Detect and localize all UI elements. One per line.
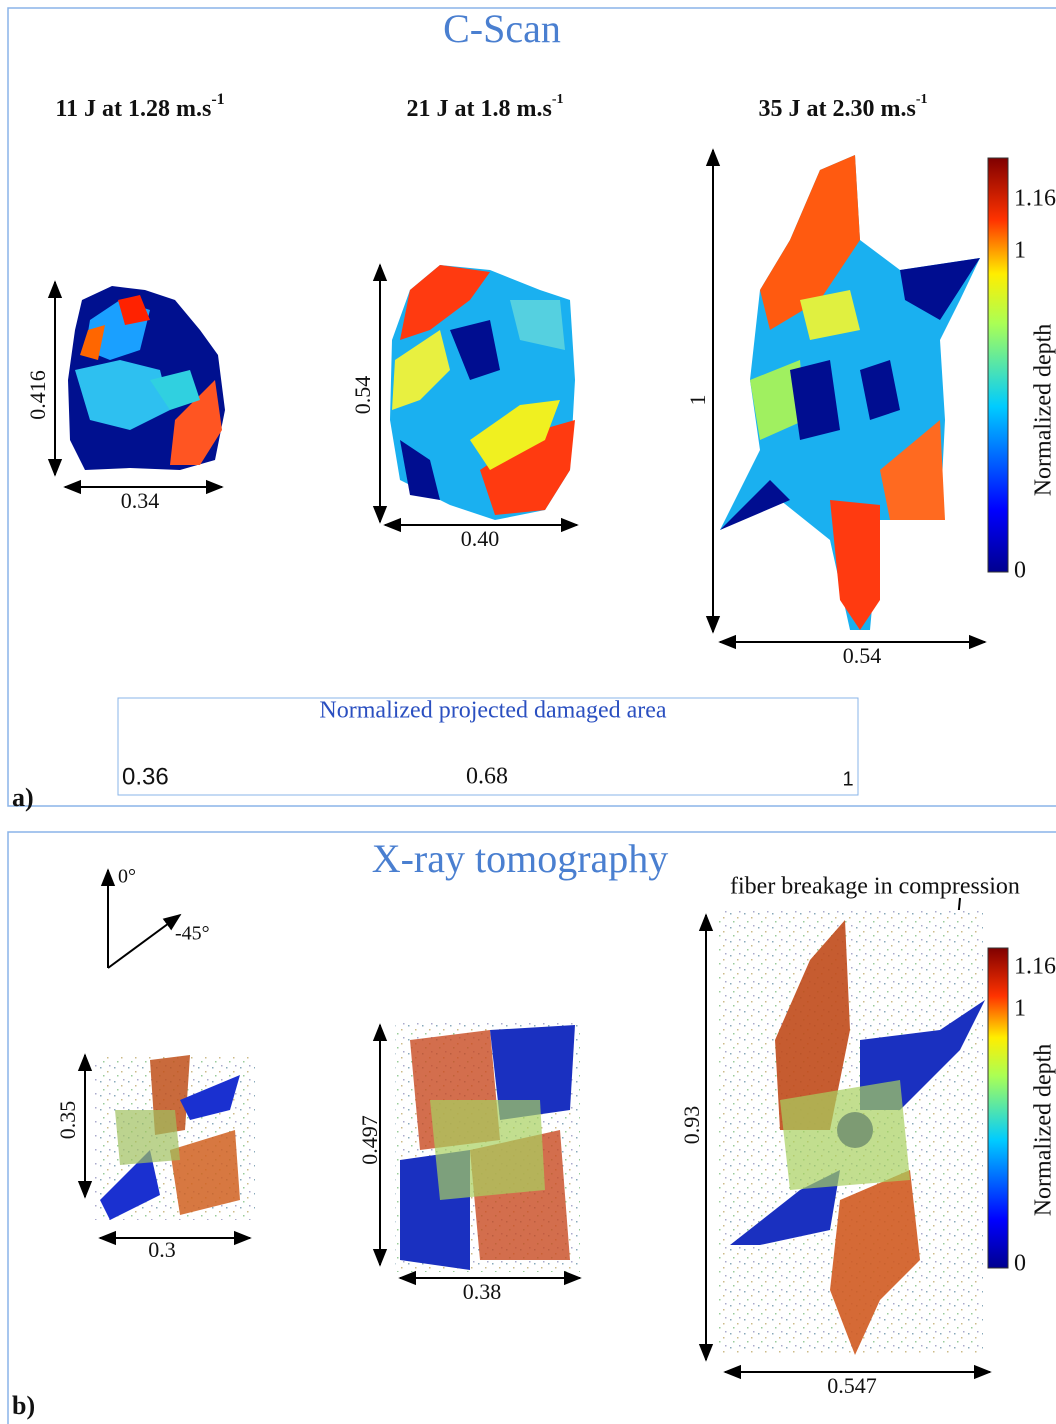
dimension-label: 0.416 (25, 370, 50, 420)
dimension-label: 0.54 (350, 376, 375, 415)
colorbar-label: Normalized depth (1031, 324, 1056, 497)
orientation-arrow (107, 913, 182, 969)
tomography-map (95, 1055, 255, 1220)
orientation-label: 0° (118, 866, 136, 888)
dimension-label: 0.93 (679, 1106, 704, 1145)
dimension-label: 0.547 (827, 1373, 877, 1398)
area-title: Normalized projected damaged area (319, 698, 666, 724)
condition-title: 21 J at 1.8 m.s-1 (407, 92, 564, 121)
dimension-label: 0.38 (463, 1279, 502, 1304)
dimension-label: 0.40 (461, 526, 500, 551)
dimension-label: 0.54 (843, 643, 882, 668)
condition-title: 11 J at 1.28 m.s-1 (55, 91, 224, 122)
panel-title: C-Scan (443, 6, 561, 51)
panel-frame (7, 7, 1056, 807)
annotation: fiber breakage in compression (730, 874, 1020, 900)
dimension-label: 1 (685, 395, 710, 406)
panel-title: X-ray tomography (372, 836, 669, 881)
condition-title: 35 J at 2.30 m.s-1 (759, 92, 928, 121)
cscan-map (68, 286, 225, 470)
panel-label: b) (12, 1391, 35, 1420)
tomography-map (718, 910, 985, 1355)
colorbar-tick: 0 (1014, 1251, 1026, 1277)
area-value: 0.68 (466, 764, 508, 790)
area-value: 1 (842, 768, 853, 790)
area-box (117, 697, 859, 796)
orientation-label: -45° (175, 923, 210, 945)
colorbar-tick: 1 (1014, 996, 1026, 1022)
cscan-map (720, 155, 980, 630)
colorbar-tick: 1.16 (1014, 186, 1056, 212)
tomography-map (395, 1022, 580, 1272)
panel-label: a) (12, 783, 34, 812)
colorbar-tick: 1.16 (1014, 954, 1056, 980)
area-value: 0.36 (122, 763, 169, 790)
colorbar (987, 157, 1009, 573)
cscan-map (390, 265, 575, 520)
dimension-label: 0.35 (55, 1101, 80, 1140)
colorbar-tick: 0 (1014, 558, 1026, 584)
panel-frame (7, 831, 1056, 1424)
colorbar-tick: 1 (1014, 238, 1026, 264)
colorbar (987, 947, 1009, 1269)
dimension-label: 0.34 (121, 488, 160, 513)
dimension-label: 0.497 (357, 1115, 382, 1165)
dimension-label: 0.3 (148, 1237, 176, 1262)
colorbar-label: Normalized depth (1031, 1044, 1056, 1217)
